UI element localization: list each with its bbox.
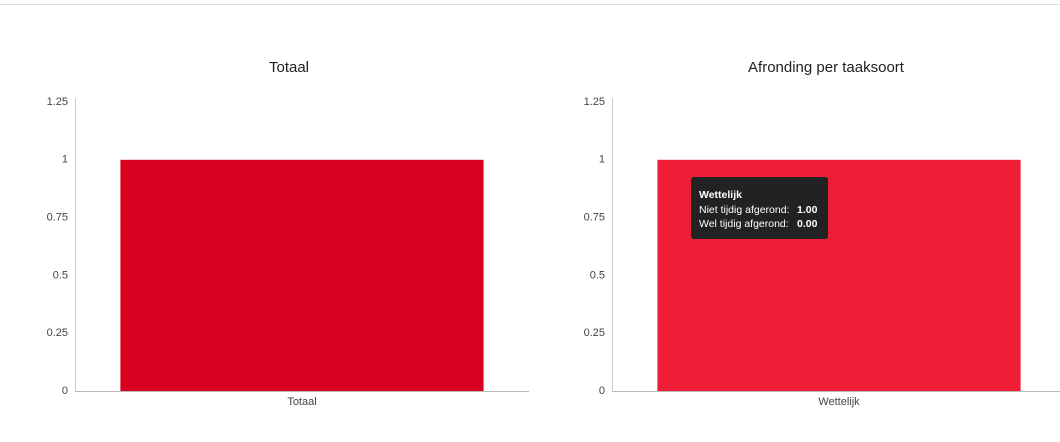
y-tick-label: 0.5 bbox=[590, 269, 605, 281]
tooltip-value: 0.00 bbox=[797, 218, 818, 230]
tooltip: Wettelijk Niet tijdig afgerond: 1.00 Wel ti… bbox=[691, 177, 828, 239]
y-tick-label: 0.5 bbox=[53, 269, 68, 281]
tooltip-value: 1.00 bbox=[797, 204, 818, 216]
y-tick-label: 0.25 bbox=[47, 327, 68, 339]
y-tick-label: 0.75 bbox=[584, 212, 605, 224]
y-tick-label: 0 bbox=[62, 385, 68, 397]
y-tick-label: 1 bbox=[599, 154, 605, 166]
y-tick-label: 1 bbox=[62, 154, 68, 166]
x-tick-label: Totaal bbox=[287, 396, 316, 408]
tooltip-series-name: Niet tijdig afgerond: bbox=[699, 204, 789, 216]
chart-title: Afronding per taaksoort bbox=[748, 59, 905, 76]
y-tick-label: 1.25 bbox=[47, 96, 68, 108]
bar bbox=[120, 159, 484, 391]
tooltip-series-name: Wel tijdig afgerond: bbox=[699, 218, 789, 230]
tooltip-title: Wettelijk bbox=[699, 189, 742, 201]
y-tick-label: 0 bbox=[599, 385, 605, 397]
y-tick-label: 1.25 bbox=[584, 96, 605, 108]
chart-title: Totaal bbox=[269, 59, 309, 76]
y-tick-label: 0.75 bbox=[47, 212, 68, 224]
x-tick-label: Wettelijk bbox=[818, 396, 860, 408]
y-tick-label: 0.25 bbox=[584, 327, 605, 339]
tooltip-box bbox=[691, 177, 828, 239]
